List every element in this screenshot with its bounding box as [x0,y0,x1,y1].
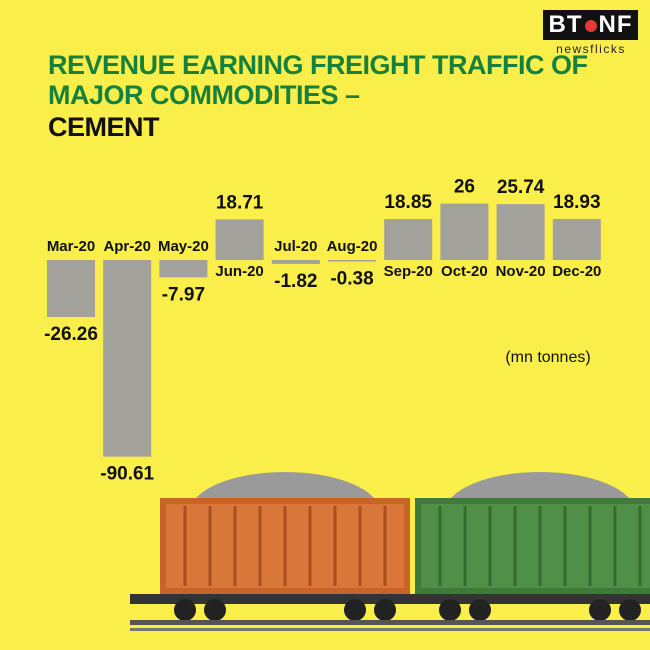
value-label: -90.61 [100,464,154,485]
value-label: 18.85 [384,192,432,213]
bar [440,203,489,260]
bar [496,204,545,260]
value-label: -7.97 [162,284,205,305]
value-label: 26 [454,177,475,198]
value-label: 18.71 [216,192,264,213]
bar [271,260,320,264]
bar [384,219,433,260]
category-label: Mar-20 [47,238,95,255]
logo-text: BT [548,11,583,38]
category-label: Jul-20 [274,238,317,255]
category-label: Oct-20 [441,263,488,280]
logo-text: NF [598,11,633,38]
value-label: 18.93 [553,192,601,213]
logo-subtext: newsflicks [556,42,626,56]
logo: BT NF [543,10,638,40]
value-label: 25.74 [497,177,545,198]
train-illustration [130,472,650,631]
bar [552,218,601,260]
category-label: Jun-20 [215,263,263,280]
chart-subtitle: CEMENT [48,112,160,142]
category-label: Sep-20 [384,263,433,280]
category-label: Apr-20 [103,238,151,255]
bar [103,260,152,457]
unit-label: (mn tonnes) [505,349,590,366]
value-label: -26.26 [44,324,98,345]
value-label: -1.82 [274,271,317,292]
bar [159,260,208,278]
category-label: Aug-20 [327,238,378,255]
category-label: Dec-20 [552,263,601,280]
value-label: -0.38 [330,269,373,290]
bar [328,260,376,262]
bar [215,219,264,260]
chart-title: REVENUE EARNING FREIGHT TRAFFIC OF MAJOR… [48,50,588,110]
bar [47,260,95,317]
category-label: May-20 [158,238,209,255]
category-label: Nov-20 [496,263,546,280]
